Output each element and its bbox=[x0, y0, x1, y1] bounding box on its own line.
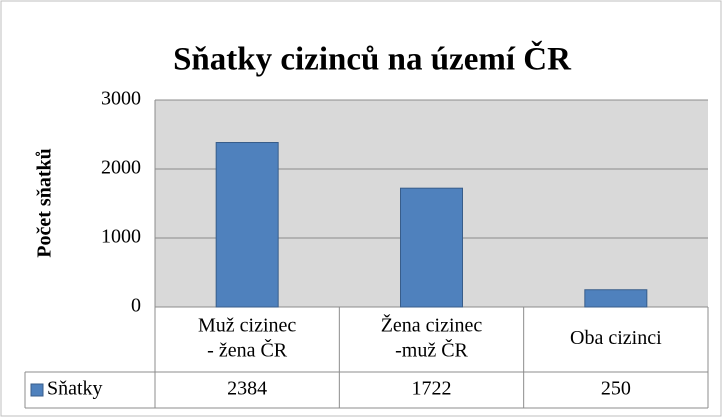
x-tick-label: Žena cizinec bbox=[381, 314, 483, 337]
legend-swatch bbox=[30, 383, 44, 397]
y-tick-label: 0 bbox=[131, 295, 141, 317]
table-value: 1722 bbox=[412, 378, 452, 400]
table-value: 2384 bbox=[227, 378, 267, 400]
y-tick-label: 1000 bbox=[101, 226, 141, 248]
x-tick-label: Oba cizinci bbox=[570, 327, 662, 349]
bar bbox=[215, 142, 279, 308]
bar bbox=[584, 289, 648, 308]
table-value: 250 bbox=[601, 378, 631, 400]
x-tick-label: -muž ČR bbox=[395, 338, 468, 362]
y-tick-label: 2000 bbox=[101, 157, 141, 179]
x-tick-label: - žena ČR bbox=[207, 338, 288, 362]
chart-title: Sňatky cizinců na území ČR bbox=[173, 40, 572, 78]
y-axis-label: Počet sňatků bbox=[34, 148, 56, 257]
y-tick-label: 3000 bbox=[101, 88, 141, 110]
bar bbox=[400, 187, 463, 308]
x-tick-label: Muž cizinec bbox=[198, 315, 296, 337]
legend-label: Sňatky bbox=[47, 378, 103, 400]
